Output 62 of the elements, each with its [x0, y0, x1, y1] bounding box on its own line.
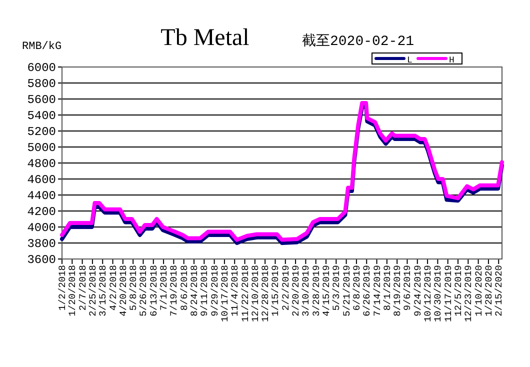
x-tick-label: 9/6/2019	[402, 264, 414, 311]
x-tick-label: 6/8/2019	[351, 264, 362, 311]
x-tick-label: 3/15/2018	[98, 264, 109, 316]
y-tick-label: 3600	[27, 253, 56, 267]
x-tick-label: 1/10/2020	[473, 264, 484, 316]
x-tick-label: 5/3/2019	[331, 264, 342, 311]
x-tick-label: 7/19/2018	[168, 264, 180, 316]
x-tick-label: 1/28/2020	[483, 264, 494, 316]
x-tick-label: 2/15/2020	[494, 264, 505, 316]
x-tick-label: 9/24/2019	[412, 264, 424, 316]
x-tick-label: 1/15/2019	[270, 264, 282, 316]
y-tick-label: 5000	[27, 141, 56, 155]
x-tick-label: 4/15/2019	[321, 264, 332, 316]
x-tick-label: 11/22/2018	[240, 264, 251, 322]
x-tick-label: 1/20/2018	[67, 264, 78, 316]
x-tick-label: 5/8/2018	[128, 264, 140, 311]
y-tick-label: 4400	[27, 189, 56, 203]
x-tick-label: 4/20/2018	[118, 264, 129, 316]
x-tick-label: 11/17/2019	[442, 264, 454, 322]
y-axis-title: RMB/kG	[22, 41, 62, 53]
x-tick-label: 7/14/2019	[372, 264, 383, 316]
x-tick-label: 6/26/2019	[362, 264, 373, 316]
x-tick-label: 12/10/2018	[250, 264, 261, 322]
legend-label: H	[449, 56, 454, 66]
y-tick-label: 5800	[27, 77, 56, 91]
x-tick-label: 10/17/2018	[219, 264, 230, 322]
x-tick-label: 4/2/2018	[108, 264, 119, 311]
legend-label: L	[407, 56, 412, 66]
x-tick-label: 12/23/2019	[463, 264, 474, 322]
x-tick-label: 12/28/2018	[260, 264, 272, 322]
x-tick-label: 2/20/2019	[290, 264, 302, 316]
y-tick-label: 3800	[27, 237, 56, 251]
chart-title: Tb Metal	[160, 25, 250, 51]
x-tick-label: 6/13/2018	[148, 264, 160, 316]
y-tick-label: 4800	[27, 157, 56, 171]
x-tick-label: 12/5/2019	[453, 264, 464, 316]
x-tick-label: 8/6/2018	[178, 264, 190, 311]
y-tick-label: 5200	[27, 125, 56, 139]
y-tick-label: 5400	[27, 109, 56, 123]
x-tick-label: 3/28/2019	[310, 264, 322, 316]
x-tick-label: 5/21/2019	[341, 264, 352, 316]
chart-subtitle: 截至2020-02-21	[302, 33, 414, 50]
x-tick-label: 8/19/2019	[392, 264, 404, 316]
y-tick-label: 4000	[27, 221, 56, 235]
x-tick-label: 1/2/2018	[57, 264, 68, 311]
x-tick-label: 11/4/2018	[230, 264, 241, 316]
y-tick-label: 6000	[27, 61, 56, 75]
x-tick-label: 5/26/2018	[138, 264, 150, 316]
x-tick-label: 3/10/2019	[300, 264, 312, 316]
x-tick-label: 2/7/2018	[77, 264, 88, 311]
y-tick-label: 5600	[27, 93, 56, 107]
x-tick-label: 10/12/2019	[422, 264, 434, 322]
x-tick-label: 10/30/2019	[432, 264, 444, 322]
x-tick-label: 9/29/2018	[209, 264, 220, 316]
x-tick-label: 8/1/2019	[382, 264, 393, 311]
x-tick-label: 8/24/2018	[189, 264, 200, 316]
y-tick-label: 4200	[27, 205, 56, 219]
x-tick-label: 2/25/2018	[87, 264, 98, 316]
x-tick-label: 9/11/2018	[199, 264, 210, 316]
x-tick-label: 7/1/2018	[158, 264, 170, 311]
x-tick-label: 2/2/2019	[280, 264, 292, 311]
y-tick-label: 4600	[27, 173, 56, 187]
